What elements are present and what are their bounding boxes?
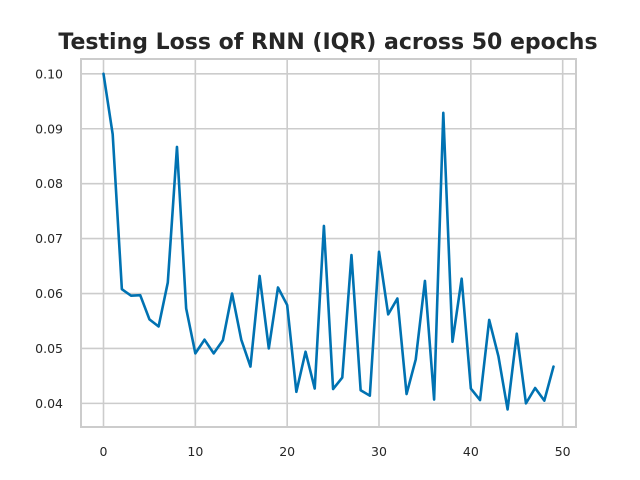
y-axis-ticks: 0.04 0.05 0.06 0.07 0.08 0.09 0.10: [35, 66, 63, 411]
series-layer: [102, 72, 555, 411]
y-tick-label: 0.08: [35, 176, 63, 191]
x-tick-label: 20: [279, 444, 295, 459]
y-tick-label: 0.04: [35, 396, 63, 411]
x-axis-ticks: 0 10 20 30 40 50: [100, 444, 571, 459]
x-tick-label: 50: [555, 444, 571, 459]
chart-title: Testing Loss of RNN (IQR) across 50 epoc…: [58, 30, 597, 55]
x-tick-label: 30: [371, 444, 387, 459]
y-tick-label: 0.10: [35, 66, 63, 81]
x-tick-label: 10: [187, 444, 203, 459]
series-line: [102, 72, 555, 411]
grid: [81, 59, 576, 427]
plot-area-frame: [80, 58, 577, 428]
x-tick-label: 0: [100, 444, 108, 459]
y-tick-label: 0.09: [35, 121, 63, 136]
y-tick-label: 0.06: [35, 286, 63, 301]
x-tick-label: 40: [463, 444, 479, 459]
y-tick-label: 0.07: [35, 231, 63, 246]
y-tick-label: 0.05: [35, 341, 63, 356]
